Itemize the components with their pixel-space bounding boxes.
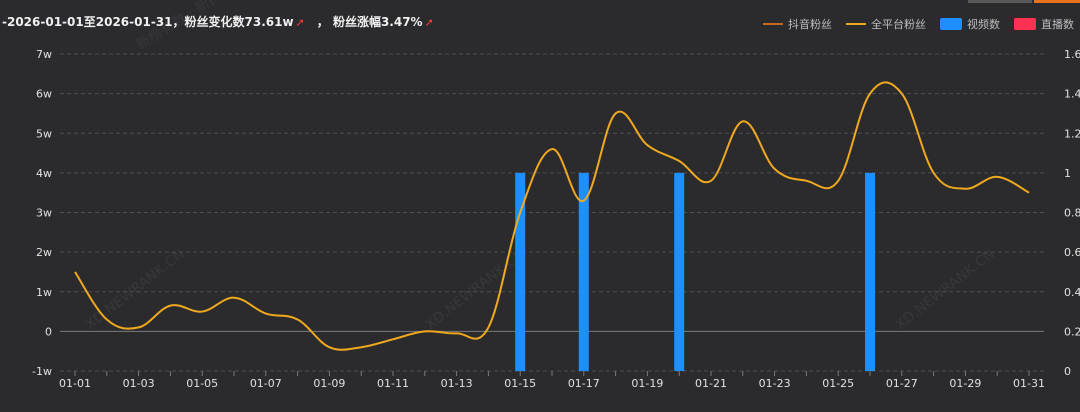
legend-label: 直播数 <box>1041 18 1074 31</box>
x-tick-label: 01-29 <box>949 377 981 390</box>
y-right-tick-label: 0.2 <box>1064 325 1080 338</box>
up-arrow-icon: ➚ <box>295 16 305 29</box>
x-tick-label: 01-09 <box>313 377 345 390</box>
x-tick-label: 01-01 <box>59 377 91 390</box>
watermark-text: 新榜有数 · 新抖 <box>133 0 225 53</box>
x-tick-label: 01-31 <box>1013 377 1045 390</box>
chart-legend: 抖音粉丝 全平台粉丝 视频数 直播数 <box>763 16 1074 32</box>
video-count-bar <box>865 172 875 371</box>
y-left-tick-label: 7w <box>36 48 52 61</box>
watermark-text: XD.NEWRANK.CN <box>83 246 188 333</box>
video-count-bar <box>674 172 685 371</box>
x-tick-label: 01-21 <box>695 377 727 390</box>
fan-rate-text: ， 粉丝涨幅3.47% <box>316 15 423 29</box>
y-right-tick-label: 0.8 <box>1064 207 1080 220</box>
y-left-tick-label: -1w <box>32 365 52 378</box>
all-platform-fans-line <box>74 81 1030 351</box>
tab-active[interactable] <box>1034 0 1080 3</box>
y-left-tick-label: 3w <box>36 207 52 220</box>
y-right-tick-label: 1.2 <box>1064 127 1080 140</box>
chart-summary: -2026-01-01至2026-01-31，粉丝变化数73.61w ➚， 粉丝涨… <box>2 13 436 30</box>
x-tick-label: 01-25 <box>822 377 854 390</box>
watermark-text: XD.NEWRANK.CN <box>423 246 528 333</box>
x-tick-label: 01-17 <box>568 377 600 390</box>
up-arrow-icon: ➚ <box>424 16 434 29</box>
legend-line-icon <box>763 23 783 25</box>
x-tick-label: 01-07 <box>250 377 282 390</box>
y-right-tick-label: 0 <box>1064 365 1071 378</box>
legend-item-live-count[interactable]: 直播数 <box>1014 16 1074 32</box>
y-right-tick-label: 0.6 <box>1064 246 1080 259</box>
x-tick-label: 01-19 <box>631 377 663 390</box>
tab-strip[interactable] <box>968 0 1080 4</box>
y-right-tick-label: 0.4 <box>1064 286 1080 299</box>
x-tick-label: 01-15 <box>504 377 536 390</box>
legend-item-douyin-fans[interactable]: 抖音粉丝 <box>763 16 832 32</box>
y-left-tick-label: 2w <box>36 246 52 259</box>
tab-left[interactable] <box>968 0 1032 3</box>
video-count-bar <box>515 172 526 371</box>
legend-item-all-platform-fans[interactable]: 全平台粉丝 <box>846 16 926 32</box>
video-count-bar <box>578 172 589 371</box>
y-right-tick-label: 1 <box>1064 167 1071 180</box>
x-tick-label: 01-23 <box>759 377 791 390</box>
legend-line-icon <box>846 23 866 25</box>
y-right-tick-label: 1.6 <box>1064 48 1080 61</box>
y-left-tick-label: 0 <box>45 325 52 338</box>
watermark-text: XD.NEWRANK.CN <box>893 246 998 333</box>
x-tick-label: 01-13 <box>441 377 473 390</box>
y-left-tick-label: 4w <box>36 167 52 180</box>
y-left-tick-label: 6w <box>36 88 52 101</box>
y-right-tick-label: 1.4 <box>1064 88 1080 101</box>
legend-box-icon <box>1014 18 1036 30</box>
legend-item-video-count[interactable]: 视频数 <box>940 16 1000 32</box>
legend-label: 视频数 <box>967 18 1000 31</box>
legend-box-icon <box>940 18 962 30</box>
fan-change-text: ，粉丝变化数73.61w <box>172 15 294 29</box>
x-tick-label: 01-05 <box>186 377 218 390</box>
x-tick-label: 01-27 <box>886 377 918 390</box>
legend-label: 全平台粉丝 <box>871 18 926 31</box>
y-left-tick-label: 1w <box>36 286 52 299</box>
date-range: -2026-01-01至2026-01-31 <box>2 15 173 29</box>
x-tick-label: 01-03 <box>123 377 155 390</box>
x-tick-label: 01-11 <box>377 377 409 390</box>
y-left-tick-label: 5w <box>36 127 52 140</box>
legend-label: 抖音粉丝 <box>788 18 832 31</box>
